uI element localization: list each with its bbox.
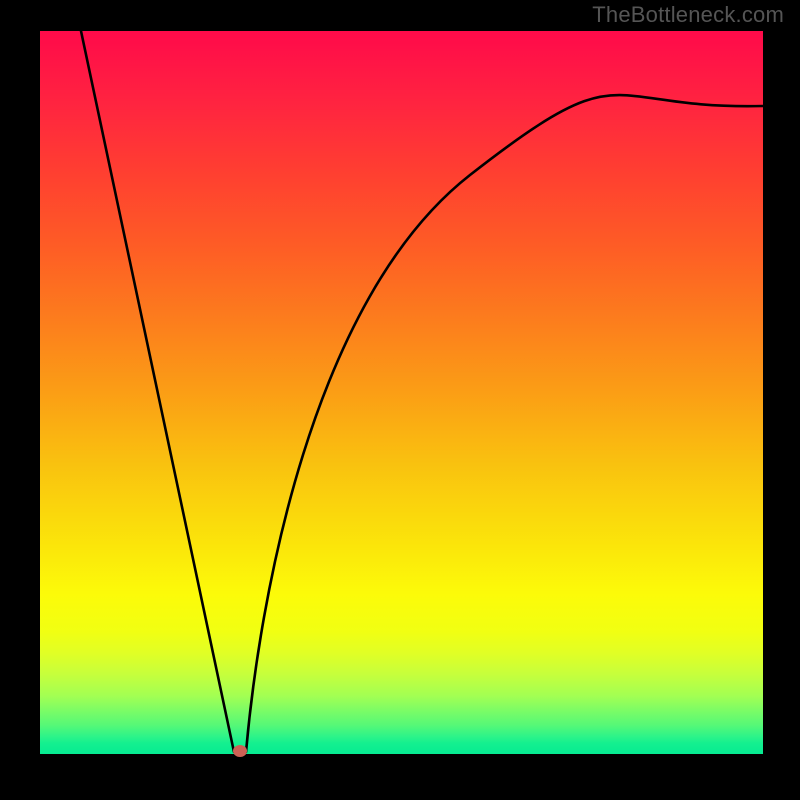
watermark-text: TheBottleneck.com (592, 2, 784, 28)
chart-container: TheBottleneck.com (0, 0, 800, 800)
minimum-marker (233, 745, 247, 757)
gradient-plot (0, 0, 800, 800)
plot-background (40, 31, 763, 754)
